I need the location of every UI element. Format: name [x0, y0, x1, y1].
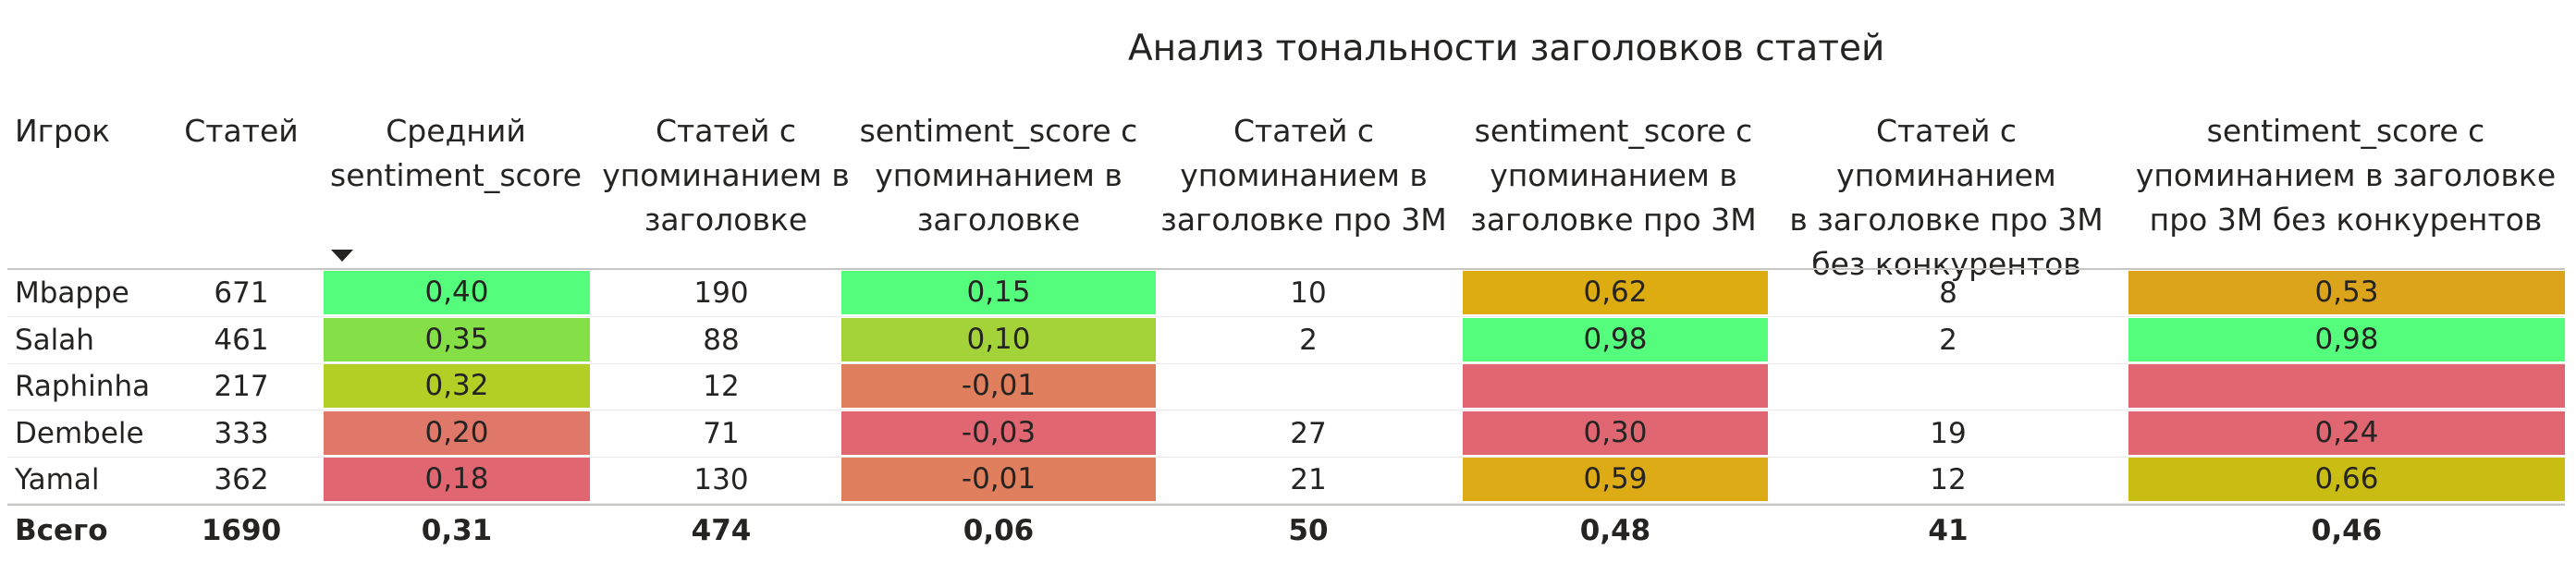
table-row[interactable]: Mbappe 671 0,40 190 0,15 10 0,62 8 0,53	[7, 270, 2565, 317]
cell-sentiment-3m	[1463, 364, 1768, 408]
cell-articles-3m: 27	[1290, 416, 1327, 450]
cell-sentiment-3m-no-rivals: 0,98	[2128, 317, 2565, 361]
cell-articles: 461	[214, 323, 269, 357]
total-avg-sentiment: 0,31	[421, 514, 493, 547]
cell-sentiment-mention: -0,01	[841, 458, 1156, 501]
cell-sentiment-mention: 0,15	[841, 271, 1156, 314]
total-label: Всего	[15, 514, 108, 547]
total-sentiment-3m: 0,48	[1579, 514, 1651, 547]
header-sentiment-3m-no-rivals[interactable]: sentiment_score с упоминанием в заголовк…	[2135, 113, 2557, 238]
cell-avg-sentiment: 0,40	[324, 271, 590, 314]
total-articles-3m-no-rivals: 41	[1928, 514, 1969, 547]
table-row[interactable]: Yamal 362 0,18 130 -0,01 21 0,59 12 0,66	[7, 457, 2565, 504]
cell-articles: 671	[214, 276, 269, 310]
cell-player: Raphinha	[15, 370, 151, 403]
cell-articles-3m-no-rivals	[1768, 363, 2128, 410]
header-articles-3m-no-rivals[interactable]: Статей с упоминанием в заголовке про 3M …	[1789, 113, 2104, 282]
cell-articles-3m	[1156, 363, 1461, 410]
cell-sentiment-3m-no-rivals: 0,66	[2128, 458, 2565, 501]
cell-avg-sentiment: 0,18	[324, 458, 590, 501]
header-articles-3m[interactable]: Статей с упоминанием в заголовке про 3M	[1160, 113, 1447, 238]
table-row[interactable]: Dembele 333 0,20 71 -0,03 27 0,30 19 0,24	[7, 410, 2565, 458]
cell-avg-sentiment: 0,20	[324, 410, 590, 455]
total-sentiment-mention: 0,06	[963, 514, 1035, 547]
cell-articles-mention: 88	[703, 323, 740, 357]
header-avg-sentiment[interactable]: Средний sentiment_score	[330, 113, 582, 193]
cell-player: Mbappe	[15, 276, 129, 310]
cell-sentiment-3m: 0,62	[1463, 271, 1768, 314]
total-divider	[7, 504, 2565, 506]
cell-articles: 333	[214, 416, 269, 450]
report-title: Анализ тональности заголовков статей	[1128, 28, 1885, 69]
cell-sentiment-3m: 0,30	[1463, 410, 1768, 455]
cell-sentiment-3m: 0,98	[1463, 317, 1768, 361]
cell-articles: 362	[214, 463, 269, 496]
header-articles[interactable]: Статей	[184, 113, 299, 149]
cell-articles-mention: 12	[703, 370, 740, 403]
cell-articles-3m-no-rivals: 19	[1930, 416, 1967, 450]
header-articles-mention[interactable]: Статей с упоминанием в заголовке	[602, 113, 850, 238]
cell-sentiment-mention: -0,01	[841, 364, 1156, 408]
cell-sentiment-3m: 0,59	[1463, 458, 1768, 501]
cell-player: Yamal	[15, 463, 100, 496]
cell-sentiment-mention: -0,03	[841, 410, 1156, 455]
header-sentiment-3m[interactable]: sentiment_score с упоминанием в заголовк…	[1470, 113, 1757, 238]
cell-avg-sentiment: 0,35	[324, 317, 590, 361]
cell-sentiment-mention: 0,10	[841, 317, 1156, 361]
table-row[interactable]: Salah 461 0,35 88 0,10 2 0,98 2 0,98	[7, 317, 2565, 364]
cell-articles-3m: 21	[1290, 463, 1327, 496]
cell-articles-mention: 130	[693, 463, 749, 496]
sort-descending-icon[interactable]	[331, 250, 353, 262]
cell-sentiment-3m-no-rivals	[2128, 364, 2565, 408]
total-articles-mention: 474	[691, 514, 752, 547]
header-player[interactable]: Игрок	[15, 113, 111, 149]
cell-articles-mention: 190	[693, 276, 749, 310]
cell-articles: 217	[214, 370, 269, 403]
cell-avg-sentiment: 0,32	[324, 364, 590, 408]
total-articles-3m: 50	[1288, 514, 1329, 547]
total-row: Всего 1690 0,31 474 0,06 50 0,48 41 0,46	[7, 507, 2565, 555]
cell-articles-3m-no-rivals: 12	[1930, 463, 1967, 496]
cell-player: Dembele	[15, 416, 144, 450]
cell-articles-3m-no-rivals: 8	[1939, 276, 1957, 310]
cell-articles-mention: 71	[703, 416, 740, 450]
cell-sentiment-3m-no-rivals: 0,53	[2128, 271, 2565, 314]
cell-articles-3m: 10	[1290, 276, 1327, 310]
header-divider	[7, 268, 2565, 270]
cell-articles-3m-no-rivals: 2	[1939, 323, 1957, 357]
header-sentiment-mention[interactable]: sentiment_score с упоминанием в заголовк…	[859, 113, 1138, 238]
cell-articles-3m: 2	[1299, 323, 1318, 357]
table-row[interactable]: Raphinha 217 0,32 12 -0,01	[7, 363, 2565, 410]
total-articles: 1690	[201, 514, 282, 547]
cell-sentiment-3m-no-rivals: 0,24	[2128, 410, 2565, 455]
cell-player: Salah	[15, 323, 94, 357]
total-sentiment-3m-no-rivals: 0,46	[2311, 514, 2383, 547]
